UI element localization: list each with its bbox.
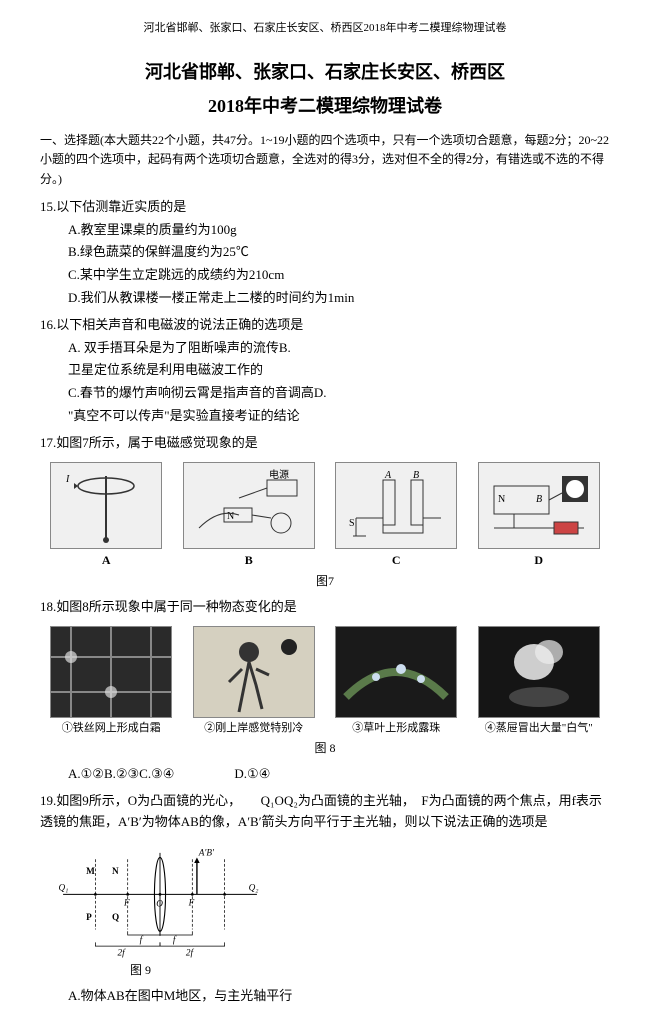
q15-opt-d: D.我们从教课楼一楼正常走上二楼的时间约为1min: [68, 288, 610, 309]
q15-stem: 15.以下估测靠近实质的是: [40, 197, 610, 218]
q19-lens-diagram: M N P Q F F O Q₁ Q₂ A'B' f f 2f 2f: [50, 839, 270, 959]
swimmer-icon: [194, 627, 314, 717]
dew-icon: [336, 627, 456, 717]
question-18: 18.如图8所示现象中属于同一种物态变化的是 ①铁丝网上形成白霜: [40, 597, 610, 785]
svg-text:f: f: [140, 934, 144, 944]
q18-stem: 18.如图8所示现象中属于同一种物态变化的是: [40, 597, 610, 618]
svg-text:Q₁: Q₁: [58, 883, 68, 893]
q16-opt-c: C.春节的爆竹声响彻云霄是指声音的音调高D.: [68, 383, 610, 404]
motor-icon: 电源 N: [189, 468, 309, 543]
question-15: 15.以下估测靠近实质的是 A.教室里课桌的质量约为100g B.绿色蔬菜的保鲜…: [40, 197, 610, 309]
q18-fig2-box: [193, 626, 315, 718]
q18-caption: 图 8: [40, 739, 610, 758]
q18-opt-d: D.①④: [234, 764, 270, 785]
svg-text:F: F: [123, 897, 130, 907]
q18-sub1: ①铁丝网上形成白霜: [50, 720, 172, 738]
induction-icon: N B: [484, 468, 594, 543]
electrolysis-icon: A B S: [341, 468, 451, 543]
svg-text:S: S: [349, 518, 355, 529]
q17-fig-d-box: N B: [478, 462, 600, 549]
question-19: 19.如图9所示，O为凸面镜的光心， Q₁OQ₂为凸面镜的主光轴， F为凸面镜的…: [40, 791, 610, 1007]
question-16: 16.以下相关声音和电磁波的说法正确的选项是 A. 双手捂耳朵是为了阻断噪声的流…: [40, 315, 610, 427]
question-17: 17.如图7所示，属于电磁感觉现象的是 I A 电源 N: [40, 433, 610, 591]
q18-fig-2: ②刚上岸感觉特别冷: [193, 626, 315, 738]
q15-opt-b: B.绿色蔬菜的保鲜温度约为25℃: [68, 242, 610, 263]
q16-opt-a: A. 双手捂耳朵是为了阻断噪声的流传B.: [68, 338, 610, 359]
q17-fig-c: A B S C: [335, 462, 457, 570]
q17-fig-d: N B D: [478, 462, 600, 570]
svg-text:N: N: [227, 511, 234, 522]
q16-opt-a2: 卫星定位系统是利用电磁波工作的: [68, 360, 610, 381]
q16-opt-c2: "真空不可以传声"是实验直接考证的结论: [68, 406, 610, 427]
q17-fig-b-box: 电源 N: [183, 462, 315, 549]
title-line2: 2018年中考二模理综物理试卷: [40, 92, 610, 121]
svg-text:电源: 电源: [269, 468, 289, 481]
q17-label-c: C: [335, 551, 457, 570]
q17-caption: 图7: [40, 572, 610, 591]
q18-fig-4: ④蒸屉冒出大量"白气": [478, 626, 600, 738]
svg-text:2f: 2f: [118, 947, 127, 957]
q19-stem: 19.如图9所示，O为凸面镜的光心， Q₁OQ₂为凸面镜的主光轴， F为凸面镜的…: [40, 791, 610, 833]
q17-fig-a-box: I: [50, 462, 162, 549]
svg-text:f: f: [173, 934, 177, 944]
circuit-icon: I: [56, 468, 156, 543]
svg-text:Q₂: Q₂: [249, 883, 259, 893]
svg-text:2f: 2f: [186, 947, 195, 957]
steam-icon: [479, 627, 599, 717]
svg-text:A: A: [384, 470, 392, 481]
q17-label-a: A: [50, 551, 162, 570]
q18-fig4-box: [478, 626, 600, 718]
svg-text:O: O: [156, 898, 163, 908]
svg-text:N: N: [498, 494, 505, 505]
q18-figure-row: ①铁丝网上形成白霜 ②刚上岸感觉特别冷 ③草叶上形成露: [40, 626, 610, 738]
title-line1: 河北省邯郸、张家口、石家庄长安区、桥西区: [40, 58, 610, 87]
q19-opt-a: A.物体AB在图中M地区，与主光轴平行: [68, 986, 610, 1007]
q17-fig-a: I A: [50, 462, 162, 570]
lens-svg: M N P Q F F O Q₁ Q₂ A'B' f f 2f 2f: [50, 839, 270, 959]
q19-caption: 图 9: [40, 961, 610, 980]
svg-text:P: P: [86, 912, 92, 922]
q15-opt-c: C.某中学生立定跳远的成绩约为210cm: [68, 265, 610, 286]
q18-fig-1: ①铁丝网上形成白霜: [50, 626, 172, 738]
q15-opt-a: A.教室里课桌的质量约为100g: [68, 220, 610, 241]
q17-figure-row: I A 电源 N B: [40, 462, 610, 570]
svg-text:B: B: [413, 470, 419, 481]
svg-text:N: N: [112, 866, 119, 876]
svg-text:I: I: [65, 474, 70, 485]
q16-stem: 16.以下相关声音和电磁波的说法正确的选项是: [40, 315, 610, 336]
svg-text:M: M: [86, 866, 95, 876]
q18-sub4: ④蒸屉冒出大量"白气": [478, 720, 600, 738]
svg-text:B: B: [536, 494, 542, 505]
q17-fig-b: 电源 N B: [183, 462, 315, 570]
section-instructions: 一、选择题(本大题共22个小题，共47分。1~19小题的四个选项中，只有一个选项…: [40, 131, 610, 189]
q18-fig-3: ③草叶上形成露珠: [335, 626, 457, 738]
svg-text:A'B': A'B': [198, 847, 215, 857]
svg-text:F: F: [188, 897, 195, 907]
q18-sub2: ②刚上岸感觉特别冷: [193, 720, 315, 738]
q18-fig1-box: [50, 626, 172, 718]
q17-label-d: D: [478, 551, 600, 570]
q17-fig-c-box: A B S: [335, 462, 457, 549]
q18-opt-abc: A.①②B.②③C.③④: [68, 764, 174, 785]
q18-sub3: ③草叶上形成露珠: [335, 720, 457, 738]
q18-fig3-box: [335, 626, 457, 718]
svg-text:Q: Q: [112, 912, 119, 922]
q17-stem: 17.如图7所示，属于电磁感觉现象的是: [40, 433, 610, 454]
q17-label-b: B: [183, 551, 315, 570]
page-header: 河北省邯郸、张家口、石家庄长安区、桥西区2018年中考二模理综物理试卷: [40, 20, 610, 38]
frost-icon: [51, 627, 171, 717]
